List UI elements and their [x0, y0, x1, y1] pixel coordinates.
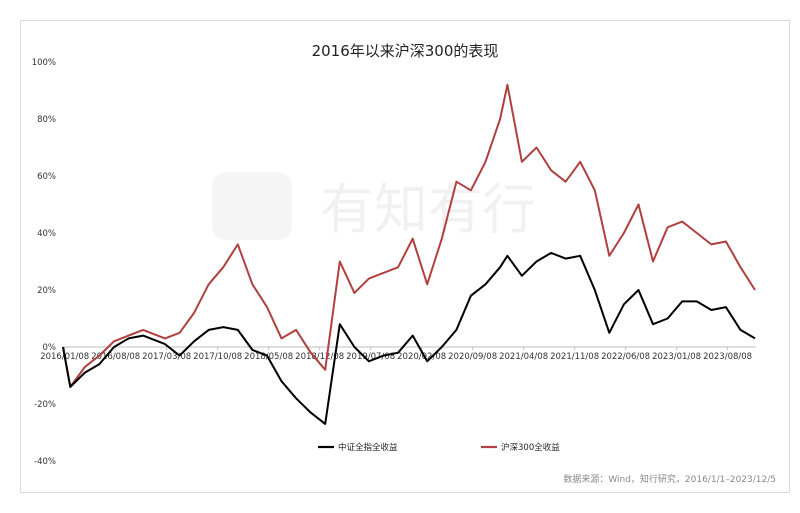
watermark-logo [212, 172, 292, 240]
chart-frame [20, 20, 790, 493]
x-tick-label: 2018/12/08 [295, 352, 344, 362]
legend-label-hs300: 沪深300全收益 [501, 442, 560, 453]
y-tick-label: 40% [37, 229, 56, 239]
source-note: 数据来源：Wind，知行研究，2016/1/1–2023/12/5 [563, 473, 776, 485]
chart-title: 2016年以来沪深300的表现 [312, 42, 499, 60]
x-tick-label: 2016/08/08 [91, 352, 140, 362]
x-tick-label: 2022/06/08 [601, 352, 650, 362]
series-line-hs300 [62, 83, 756, 388]
x-tick-label: 2019/07/08 [346, 352, 395, 362]
y-tick-label: 20% [37, 286, 56, 296]
series-group [62, 83, 756, 425]
y-tick-label: 100% [32, 58, 56, 68]
y-axis: 100% 80% 60% 40% 20% 0% -20% -40% [32, 58, 56, 467]
y-tick-label: 0% [43, 343, 57, 353]
legend: 中证全指全收益 沪深300全收益 [318, 442, 560, 453]
y-tick-label: -20% [34, 400, 56, 410]
x-tick-label: 2021/11/08 [550, 352, 599, 362]
series-line-csi_all [62, 251, 756, 425]
x-tick-label: 2017/10/08 [193, 352, 242, 362]
legend-label-csi_all: 中证全指全收益 [338, 442, 398, 453]
x-tick-label: 2021/04/08 [499, 352, 548, 362]
x-axis: 2016/01/08 2016/08/08 2017/03/08 2017/10/08… [40, 347, 752, 362]
watermark-text: 有知有行 [320, 178, 536, 241]
y-tick-label: 80% [37, 115, 56, 125]
x-tick-label: 2023/01/08 [652, 352, 701, 362]
y-tick-label: 60% [37, 172, 56, 182]
y-tick-label: -40% [34, 457, 56, 467]
x-tick-label: 2017/03/08 [142, 352, 191, 362]
x-tick-label: 2023/08/08 [703, 352, 752, 362]
x-tick-label: 2020/09/08 [448, 352, 497, 362]
x-tick-label: 2020/02/08 [397, 352, 446, 362]
